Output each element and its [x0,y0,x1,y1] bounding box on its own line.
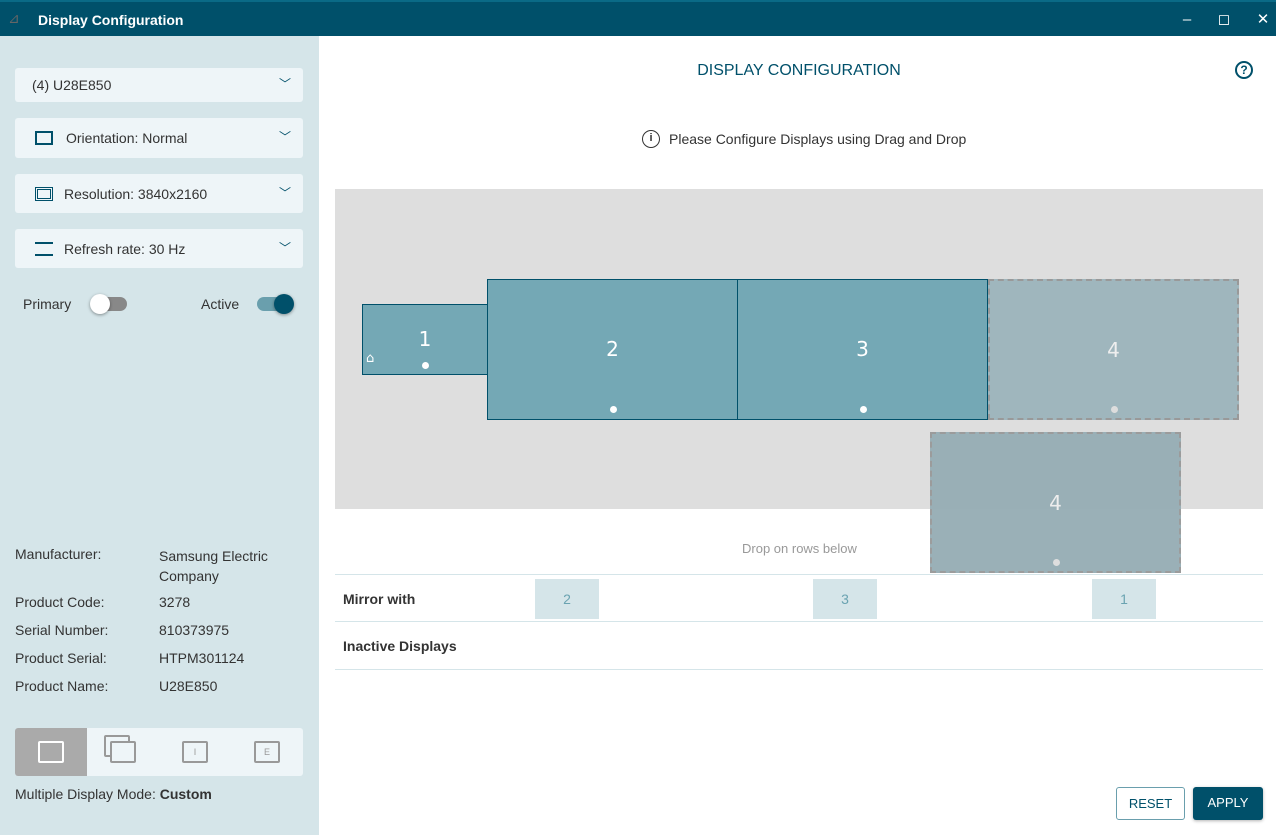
resolution-value: Resolution: 3840x2160 [64,185,208,202]
active-toggle[interactable] [257,294,294,314]
monitor-1[interactable]: 1 ⌂ [362,304,488,375]
home-icon: ⌂ [366,351,375,366]
monitor-dot [1110,406,1118,413]
orientation-icon [35,131,53,145]
mode-clone-button[interactable] [87,728,159,776]
display-mode-status: Multiple Display Mode: Custom [15,786,212,802]
refresh-rate-value: Refresh rate: 30 Hz [64,240,186,257]
active-label: Active [201,296,240,312]
primary-toggle[interactable] [90,294,127,314]
monitor-4-placeholder: 4 [988,279,1239,420]
monitor-dot [609,406,617,413]
drag-drop-hint: i Please Configure Displays using Drag a… [642,130,966,148]
display-select[interactable]: (4) U28E850 ﹀ [15,68,303,102]
external-only-icon: E [254,741,280,763]
info-value: 3278 [159,594,191,610]
chevron-down-icon: ﹀ [278,240,291,255]
monitor-number: 1 [418,327,432,351]
info-label: Manufacturer: [15,546,102,562]
info-value: Samsung Electric Company [159,548,268,584]
display-select-value: (4) U28E850 [32,77,112,93]
monitor-dot [1052,559,1060,566]
monitor-number: 4 [1107,338,1120,362]
help-icon[interactable]: ? [1235,61,1253,79]
info-label: Product Name: [15,678,109,694]
drop-hint: Drop on rows below [742,541,857,556]
window-title: Display Configuration [38,12,184,28]
chevron-down-icon: ﹀ [278,76,291,91]
clone-icon [110,741,136,763]
mirror-row[interactable]: Mirror with 2 3 1 [335,574,1263,622]
info-label: Product Serial: [15,650,107,666]
inactive-displays-row[interactable]: Inactive Displays [335,622,1263,670]
primary-label: Primary [23,296,72,312]
reset-button[interactable]: RESET [1116,787,1185,820]
monitor-3[interactable]: 3 [737,279,988,420]
info-label: Product Code: [15,594,105,610]
mirror-chip[interactable]: 3 [813,579,877,619]
page-title: DISPLAY CONFIGURATION [697,62,901,79]
orientation-select[interactable]: Orientation: Normal ﹀ [15,118,303,158]
chevron-down-icon: ﹀ [278,185,291,200]
hint-text: Please Configure Displays using Drag and… [669,131,967,147]
info-value: HTPM301124 [159,650,245,666]
dragging-monitor-4[interactable]: 4 [930,432,1181,573]
monitor-number: 4 [1049,491,1062,515]
maximize-button[interactable]: ◻ [1217,11,1231,28]
monitor-dot [859,406,867,413]
title-bar: ⊿ Display Configuration – ◻ ✕ [0,0,1276,36]
monitor-dot [422,362,429,369]
monitor-number: 3 [856,337,869,361]
resolution-icon [35,186,53,201]
monitor-number: 2 [606,337,619,361]
mode-value: Custom [159,786,212,802]
app-logo-icon: ⊿ [8,10,20,26]
sidebar [0,36,319,835]
monitor-2[interactable]: 2 [487,279,738,420]
mode-label: Multiple Display Mode: [15,786,156,802]
display-arrangement-canvas: 1 ⌂ 2 3 4 [335,189,1263,509]
chevron-down-icon: ﹀ [278,129,291,144]
info-label: Serial Number: [15,622,109,638]
info-value: 810373975 [159,622,230,638]
info-icon: i [642,130,660,148]
refresh-rate-select[interactable]: Refresh rate: 30 Hz ﹀ [15,229,303,268]
minimize-button[interactable]: – [1182,11,1192,28]
info-value: U28E850 [159,678,218,694]
display-info: Manufacturer: Samsung Electric Company Pr… [15,546,305,706]
inactive-label: Inactive Displays [343,638,457,654]
mirror-chip[interactable]: 1 [1092,579,1156,619]
resolution-select[interactable]: Resolution: 3840x2160 ﹀ [15,174,303,213]
custom-icon [38,741,64,763]
mode-external-button[interactable]: E [231,728,303,776]
mode-custom-button[interactable] [15,728,87,776]
close-button[interactable]: ✕ [1256,11,1270,28]
orientation-value: Orientation: Normal [66,130,188,146]
internal-only-icon: I [182,741,208,763]
display-mode-selector: I E [15,728,303,776]
apply-button[interactable]: APPLY [1193,787,1263,820]
refresh-rate-icon [35,241,53,256]
mode-internal-button[interactable]: I [159,728,231,776]
mirror-label: Mirror with [343,591,416,607]
mirror-chip[interactable]: 2 [535,579,599,619]
